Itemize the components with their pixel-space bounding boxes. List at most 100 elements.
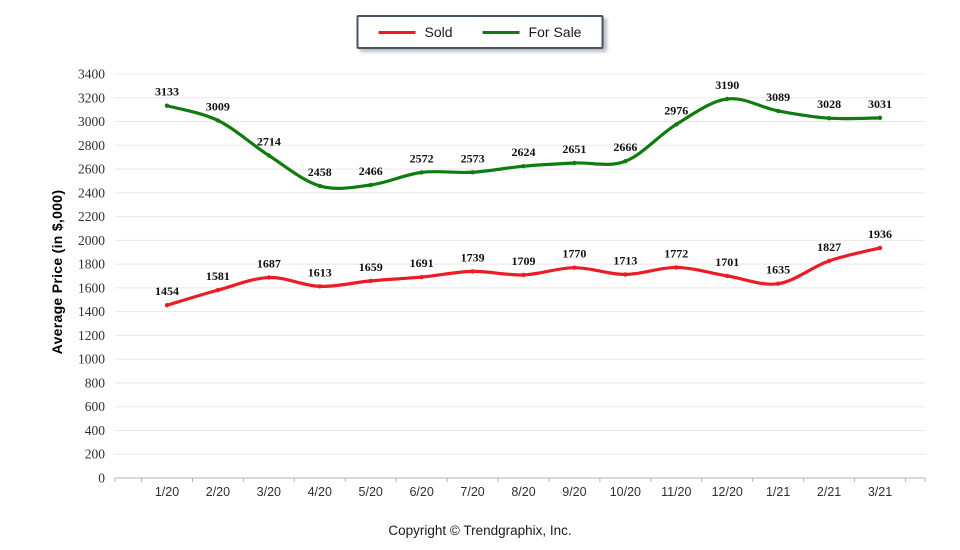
- x-tick-label: 11/20: [661, 485, 691, 499]
- data-label-sold: 1713: [613, 253, 637, 267]
- y-tick-label: 2000: [78, 233, 105, 248]
- data-label-for-sale: 2714: [257, 135, 281, 149]
- x-tick-label: 4/20: [308, 485, 332, 499]
- data-point-sold: [521, 272, 526, 278]
- data-label-sold: 1936: [868, 227, 892, 241]
- legend-item-for-sale: For Sale: [482, 24, 582, 40]
- data-point-sold: [317, 284, 322, 289]
- y-tick-label: 1600: [78, 280, 105, 295]
- data-label-sold: 1701: [715, 255, 739, 269]
- data-label-for-sale: 3190: [715, 78, 739, 92]
- x-tick-label: 1/20: [155, 485, 179, 499]
- y-tick-label: 1000: [78, 352, 105, 367]
- x-tick-label: 8/20: [511, 485, 535, 499]
- legend-item-sold: Sold: [378, 24, 453, 40]
- data-label-sold: 1691: [410, 256, 434, 270]
- data-label-for-sale: 2624: [512, 145, 536, 159]
- y-tick-label: 2400: [78, 185, 105, 200]
- data-point-sold: [470, 269, 475, 274]
- data-point-sold: [877, 245, 883, 251]
- y-tick-label: 2600: [78, 162, 105, 177]
- y-tick-label: 1200: [78, 328, 105, 343]
- legend-label-sold: Sold: [424, 24, 453, 40]
- x-tick-label: 10/20: [610, 485, 641, 499]
- y-tick-label: 600: [85, 399, 106, 414]
- data-point-sold: [674, 265, 679, 270]
- chart-legend: Sold For Sale: [356, 15, 604, 49]
- data-label-for-sale: 3009: [206, 99, 230, 113]
- x-tick-label: 3/20: [257, 485, 281, 499]
- data-point-for-sale: [572, 160, 577, 166]
- x-tick-label: 5/20: [359, 485, 383, 499]
- data-point-sold: [419, 274, 424, 280]
- y-tick-label: 0: [98, 471, 105, 486]
- data-point-sold: [623, 272, 628, 277]
- data-label-sold: 1709: [512, 254, 536, 268]
- data-label-for-sale: 2651: [562, 142, 586, 156]
- data-point-for-sale: [674, 122, 679, 127]
- copyright-text: Copyright © Trendgraphix, Inc.: [388, 523, 572, 538]
- data-label-sold: 1659: [359, 260, 383, 274]
- data-point-for-sale: [623, 159, 628, 164]
- data-point-for-sale: [317, 183, 322, 189]
- data-point-for-sale: [826, 116, 832, 121]
- y-tick-label: 1400: [78, 304, 105, 319]
- y-tick-label: 2200: [78, 209, 105, 224]
- y-tick-label: 3200: [78, 90, 105, 105]
- data-label-sold: 1613: [308, 265, 332, 279]
- data-label-for-sale: 2666: [613, 140, 637, 154]
- data-label-sold: 1454: [155, 284, 179, 298]
- data-point-for-sale: [164, 103, 170, 108]
- data-label-for-sale: 3031: [868, 97, 892, 111]
- data-label-sold: 1635: [766, 263, 790, 277]
- data-label-sold: 1581: [206, 269, 230, 283]
- legend-line-swatch-for-sale: [482, 30, 520, 34]
- y-axis-title: Average Price (in $,000): [49, 189, 65, 355]
- x-tick-label: 2/20: [206, 485, 230, 499]
- data-point-sold: [826, 258, 832, 264]
- data-label-for-sale: 2458: [308, 165, 332, 179]
- y-tick-label: 400: [85, 423, 106, 438]
- data-point-for-sale: [470, 170, 475, 175]
- y-tick-label: 200: [85, 447, 106, 462]
- y-tick-label: 1800: [78, 257, 105, 272]
- x-tick-label: 3/21: [868, 485, 892, 499]
- data-point-for-sale: [215, 118, 221, 123]
- data-point-for-sale: [725, 96, 730, 102]
- data-point-sold: [215, 287, 221, 293]
- x-tick-label: 1/21: [766, 485, 790, 499]
- y-tick-label: 800: [85, 375, 106, 390]
- y-tick-label: 3000: [78, 114, 105, 129]
- data-point-sold: [725, 273, 730, 279]
- legend-line-swatch-sold: [378, 30, 416, 34]
- data-point-sold: [164, 303, 170, 308]
- x-tick-label: 7/20: [460, 485, 484, 499]
- data-label-sold: 1772: [664, 246, 688, 260]
- data-label-for-sale: 3028: [817, 97, 841, 111]
- data-point-for-sale: [521, 164, 526, 169]
- x-tick-label: 2/21: [817, 485, 841, 499]
- data-label-for-sale: 2572: [410, 151, 434, 165]
- data-point-sold: [572, 265, 577, 270]
- data-label-sold: 1827: [817, 240, 841, 254]
- data-point-for-sale: [368, 182, 373, 188]
- legend-label-for-sale: For Sale: [528, 24, 582, 40]
- data-point-sold: [368, 278, 373, 284]
- x-tick-label: 12/20: [712, 485, 743, 499]
- data-point-for-sale: [775, 108, 781, 114]
- y-tick-label: 2800: [78, 138, 105, 153]
- data-point-for-sale: [419, 170, 424, 175]
- data-label-sold: 1687: [257, 257, 281, 271]
- y-tick-label: 3400: [78, 67, 105, 82]
- data-label-for-sale: 3089: [766, 90, 790, 104]
- data-label-sold: 1770: [562, 247, 586, 261]
- data-label-for-sale: 2466: [359, 164, 383, 178]
- x-tick-label: 6/20: [409, 485, 433, 499]
- data-point-for-sale: [266, 153, 272, 158]
- data-label-for-sale: 3133: [155, 85, 179, 99]
- x-tick-label: 9/20: [562, 485, 586, 499]
- data-point-for-sale: [877, 115, 883, 121]
- data-point-sold: [775, 281, 781, 286]
